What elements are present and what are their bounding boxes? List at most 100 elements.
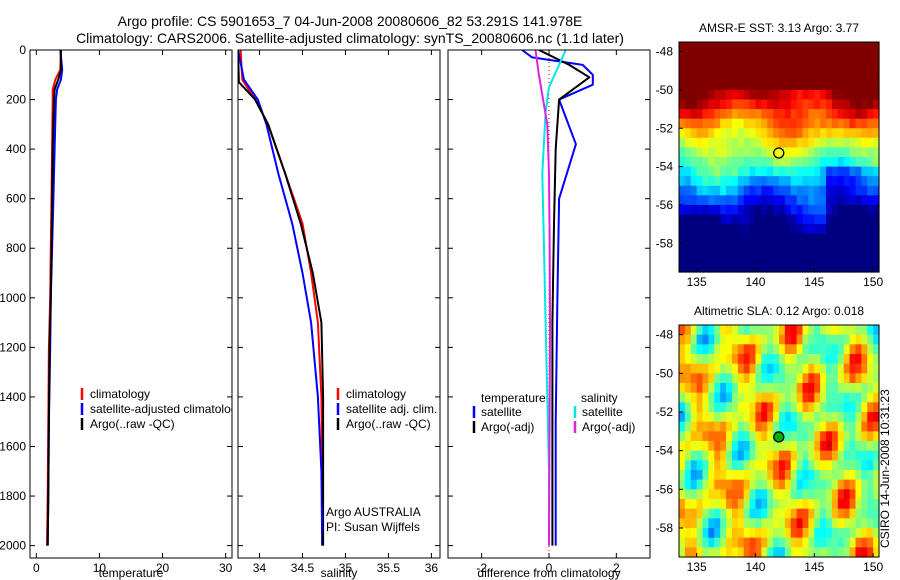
heatmap-cell [790,243,798,254]
heatmap-cell [814,89,821,101]
heatmap-cell [790,344,798,355]
heatmap-cell [690,489,698,500]
heatmap-cell [708,431,715,442]
heatmap-cell [873,489,880,500]
heatmap-cell [679,344,686,355]
heatmap-cell [737,185,745,196]
heatmap-cell [731,508,739,519]
heatmap-cell [731,460,739,471]
heatmap-cell [714,441,721,452]
heatmap-cell [873,224,880,235]
heatmap-cell [784,252,792,264]
heatmap-cell [731,176,739,187]
series-argo-line [46,50,62,546]
heatmap-cell [796,537,804,548]
heatmap-cell [743,214,751,225]
heatmap-cell [696,344,704,355]
heatmap-cell [767,166,774,177]
heatmap-cell [779,99,786,110]
heatmap-cell [731,402,739,413]
legend-entry: satellite adj. clim. [346,402,437,416]
heatmap-cell [837,61,845,72]
heatmap-cell [690,373,698,384]
heatmap-cell [796,252,804,264]
heatmap-cell [796,157,804,168]
heatmap-cell [779,214,786,225]
heatmap-cell [820,373,827,384]
heatmap-cell [679,373,686,384]
heatmap-cell [849,344,857,355]
heatmap-cell [820,499,827,510]
heatmap-cell [737,402,745,413]
heatmap-cell [708,185,715,196]
heatmap-cell [737,392,745,403]
heatmap-cell [826,470,833,481]
heatmap-cell [749,421,757,432]
y-tick-label: 600 [6,192,26,206]
y-tick-label: 2000 [0,539,26,553]
heatmap-cell [867,224,874,235]
heatmap-cell [726,334,733,345]
heatmap-cell [779,89,786,101]
heatmap-cell [826,204,833,216]
heatmap-cell [726,128,733,139]
heatmap-cell [737,195,745,206]
heatmap-cell [737,99,745,110]
heatmap-cell [802,80,810,91]
heatmap-cell [837,99,845,110]
float-position-marker [773,147,785,159]
heatmap-cell [855,412,862,423]
heatmap-cell [855,421,862,432]
heatmap-cell [873,185,880,196]
heatmap-cell [808,518,815,529]
heatmap-cell [773,450,780,461]
heatmap-cell [867,80,874,91]
heatmap-cell [867,61,874,72]
heatmap-cell [755,80,762,91]
heatmap-cell [761,233,768,244]
heatmap-cell [720,147,727,158]
heatmap-cell [714,383,721,394]
heatmap-cell [814,195,821,206]
heatmap-cell [802,61,810,72]
heatmap-cell [814,252,821,264]
heatmap-cell [708,157,715,168]
heatmap-cell [690,508,698,519]
y-tick-label: -50 [656,366,674,380]
heatmap-cell [720,470,727,481]
heatmap-cell [802,262,810,273]
heatmap-cell [802,214,810,225]
heatmap-cell [684,508,692,519]
heatmap-cell [684,147,692,158]
axes-box [29,49,233,559]
heatmap-cell [802,185,810,196]
heatmap-cell [679,262,686,273]
heatmap-cell [790,460,798,471]
heatmap-cell [743,412,751,423]
x-tick-label: 145 [804,560,824,574]
heatmap-cell [696,61,704,72]
heatmap-cell [690,334,698,345]
heatmap-cell [755,137,762,149]
heatmap-cell [784,204,792,216]
heatmap-cell [702,537,710,548]
heatmap-cell [767,392,774,403]
heatmap-cell [743,392,751,403]
heatmap-cell [749,89,757,101]
heatmap-cell [755,392,762,403]
heatmap-cell [861,547,868,558]
heatmap-cell [720,185,727,196]
heatmap-cell [826,157,833,168]
heatmap-cell [843,470,851,481]
heatmap-cell [843,528,851,539]
y-tick-label: 1800 [0,489,26,503]
heatmap-cell [814,176,821,187]
heatmap-cell [737,412,745,423]
series-climatology-line [239,50,324,546]
heatmap-cell [726,61,733,72]
heatmap-cell [861,373,868,384]
heatmap-cell [790,99,798,110]
heatmap-cell [867,99,874,110]
heatmap-cell [826,479,833,490]
